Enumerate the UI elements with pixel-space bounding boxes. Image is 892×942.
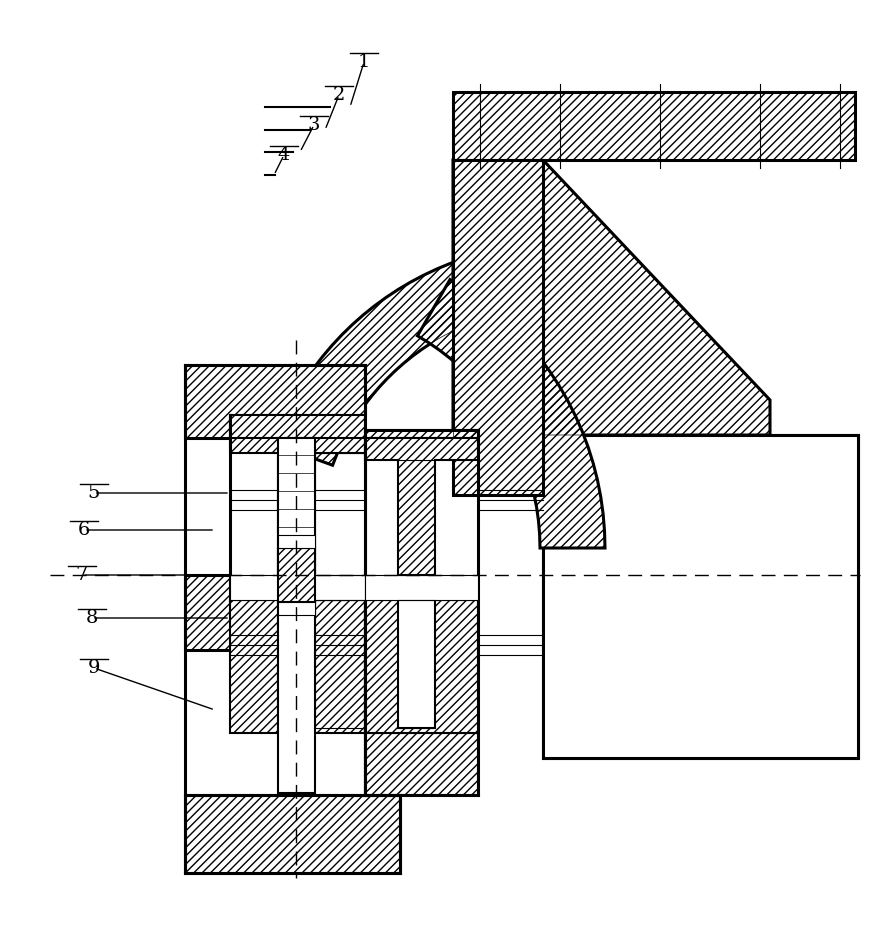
- Polygon shape: [365, 600, 478, 733]
- Polygon shape: [278, 535, 315, 548]
- Polygon shape: [230, 575, 365, 600]
- Text: 6: 6: [78, 521, 90, 539]
- Polygon shape: [543, 435, 858, 758]
- Polygon shape: [453, 160, 770, 435]
- Polygon shape: [278, 548, 315, 602]
- Polygon shape: [230, 415, 365, 575]
- Text: 1: 1: [358, 53, 370, 71]
- Polygon shape: [278, 438, 315, 793]
- Polygon shape: [417, 280, 605, 548]
- Polygon shape: [543, 435, 858, 758]
- Text: 3: 3: [308, 116, 320, 134]
- Text: 8: 8: [86, 609, 98, 627]
- Polygon shape: [365, 575, 478, 600]
- Polygon shape: [453, 160, 543, 495]
- Polygon shape: [185, 575, 365, 650]
- Polygon shape: [278, 602, 315, 615]
- Polygon shape: [230, 600, 365, 733]
- Text: 7: 7: [76, 566, 88, 584]
- Text: 2: 2: [333, 86, 345, 104]
- Text: 4: 4: [277, 146, 290, 164]
- Polygon shape: [453, 92, 855, 160]
- Polygon shape: [365, 430, 478, 438]
- Polygon shape: [365, 438, 478, 575]
- Text: 9: 9: [87, 659, 100, 677]
- Text: 5: 5: [87, 484, 100, 502]
- Polygon shape: [185, 795, 400, 873]
- Polygon shape: [273, 244, 539, 465]
- Polygon shape: [365, 733, 478, 795]
- Polygon shape: [185, 365, 365, 438]
